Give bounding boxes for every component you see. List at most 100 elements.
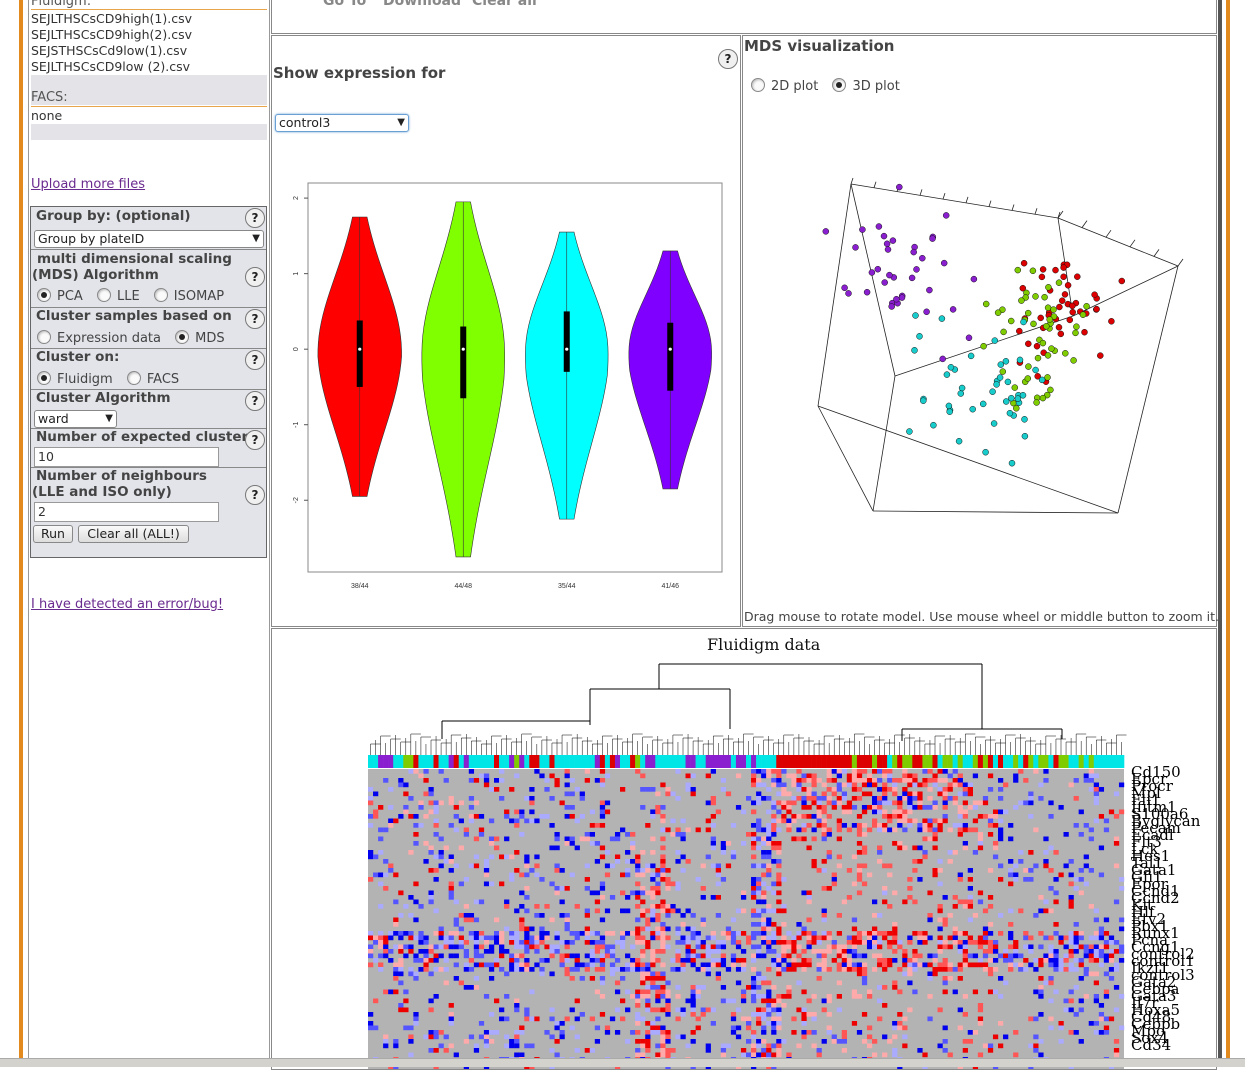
heatmap-cell <box>504 814 510 819</box>
radio-fluidigm[interactable] <box>37 371 51 385</box>
scatter-point <box>1011 384 1019 391</box>
mds-3d-scatter[interactable] <box>803 176 1193 521</box>
heatmap-cell <box>428 787 434 792</box>
heatmap-cell <box>509 953 515 959</box>
heatmap-cell <box>473 949 480 954</box>
upload-more-files-link[interactable]: Upload more files <box>31 177 146 192</box>
scatter-point <box>1039 339 1047 347</box>
cluster-algorithm-select[interactable]: ward ▼ <box>34 410 117 428</box>
heatmap-cell <box>720 877 727 882</box>
clear-all-link[interactable]: Clear all <box>472 0 537 9</box>
help-icon[interactable]: ? <box>245 485 265 505</box>
heatmap-cell <box>428 1030 434 1035</box>
heatmap-cell <box>453 917 459 923</box>
radio-2d-plot[interactable] <box>751 78 765 92</box>
heatmap-cell <box>846 800 853 806</box>
heatmap-cell <box>1038 895 1044 900</box>
heatmap-cell <box>660 836 666 842</box>
cluster-color-cell <box>554 755 560 768</box>
heatmap-cell <box>685 940 691 945</box>
cluster-color-cell <box>877 755 883 768</box>
heatmap-cell <box>720 985 727 990</box>
clear-all-button[interactable]: Clear all (ALL!) <box>78 525 189 543</box>
file-item[interactable]: SEJLTHSCsCD9low (2).csv <box>31 59 191 74</box>
heatmap-cell <box>1023 967 1029 972</box>
heatmap-cell <box>1113 985 1120 990</box>
group-by-select[interactable]: Group by plateID ▼ <box>34 230 264 248</box>
scatter-point <box>1118 277 1126 285</box>
heatmap-cell <box>433 1048 439 1053</box>
radio-3d-plot[interactable] <box>832 78 847 92</box>
file-item[interactable]: SEJLTHSCsCD9high(1).csv <box>31 11 192 26</box>
heatmap-cell <box>1038 931 1044 936</box>
scatter-point <box>929 235 936 242</box>
heatmap-cell <box>569 836 575 842</box>
heatmap-cell <box>977 962 984 968</box>
heatmap-cell <box>473 778 480 783</box>
facs-file-list[interactable]: none <box>31 108 267 124</box>
radio-isomap[interactable] <box>153 288 168 302</box>
facs-file-item[interactable]: none <box>31 108 63 123</box>
help-icon[interactable]: ? <box>718 49 738 69</box>
cluster-color-cell <box>690 755 696 768</box>
heatmap-cell <box>499 1007 505 1013</box>
heatmap-cell <box>1078 962 1084 968</box>
radio-lle[interactable] <box>96 288 111 302</box>
heatmap-cell <box>554 1052 560 1058</box>
heatmap-cell <box>660 818 666 824</box>
heatmap-cell <box>922 778 928 783</box>
heatmap-cell <box>1073 886 1079 891</box>
heatmap-cell <box>433 832 439 837</box>
radio-mds[interactable] <box>175 330 190 344</box>
heatmap-cell <box>473 899 480 905</box>
run-button[interactable]: Run <box>33 525 73 543</box>
heatmap-cell <box>1083 967 1089 972</box>
heatmap-cell <box>816 805 822 810</box>
heatmap-cell <box>473 917 480 923</box>
heatmap-cell <box>549 881 555 887</box>
heatmap-cell <box>811 940 817 945</box>
goto-link[interactable]: Go To <box>323 0 367 9</box>
heatmap-cell <box>433 809 439 815</box>
heatmap-cell <box>635 868 641 873</box>
radio-expression-data[interactable] <box>37 330 51 344</box>
heatmap-cell <box>821 782 827 788</box>
radio-pca[interactable] <box>37 288 51 302</box>
heatmap-cell <box>806 805 812 810</box>
heatmap-cell <box>892 931 898 936</box>
heatmap-cell <box>675 796 681 801</box>
help-icon[interactable]: ? <box>245 430 265 450</box>
help-icon[interactable]: ? <box>245 309 265 329</box>
scatter-point <box>1025 363 1032 370</box>
heatmap-cell <box>383 1043 389 1049</box>
heatmap-cell <box>468 863 475 869</box>
num-clusters-input[interactable]: 10 <box>34 447 219 467</box>
file-item[interactable]: SEJLTHSCsCD9high(2).csv <box>31 27 192 42</box>
help-icon[interactable]: ? <box>245 350 265 370</box>
download-link[interactable]: Download <box>383 0 462 9</box>
help-icon[interactable]: ? <box>245 391 265 411</box>
heatmap-cell <box>826 886 832 891</box>
cluster-color-cell <box>977 755 984 768</box>
heatmap-cell <box>680 854 686 860</box>
heatmap-cell <box>751 809 757 815</box>
heatmap-cell <box>564 814 570 819</box>
heatmap-cell <box>836 787 842 792</box>
fluidigm-file-list[interactable]: SEJLTHSCsCD9high(1).csv SEJLTHSCsCD9high… <box>31 11 267 75</box>
heatmap-cell <box>887 800 893 806</box>
heatmap-cell <box>1083 854 1089 860</box>
help-icon[interactable]: ? <box>245 267 265 287</box>
expression-gene-select[interactable]: control3 ▼ <box>275 114 409 132</box>
help-icon[interactable]: ? <box>245 208 265 228</box>
report-error-link[interactable]: I have detected an error/bug! <box>31 597 224 612</box>
heatmap-cell <box>473 935 480 941</box>
file-item[interactable]: SEJSTHSCsCd9low(1).csv <box>31 43 188 58</box>
heatmap-cell <box>998 931 1004 936</box>
neighbours-input[interactable]: 2 <box>34 502 219 522</box>
scatter-point <box>990 420 998 427</box>
radio-facs[interactable] <box>126 371 141 385</box>
heatmap-cell <box>710 845 716 851</box>
heatmap-cell <box>559 953 565 959</box>
heatmap-cell <box>554 863 560 869</box>
heatmap-cell <box>373 935 379 941</box>
